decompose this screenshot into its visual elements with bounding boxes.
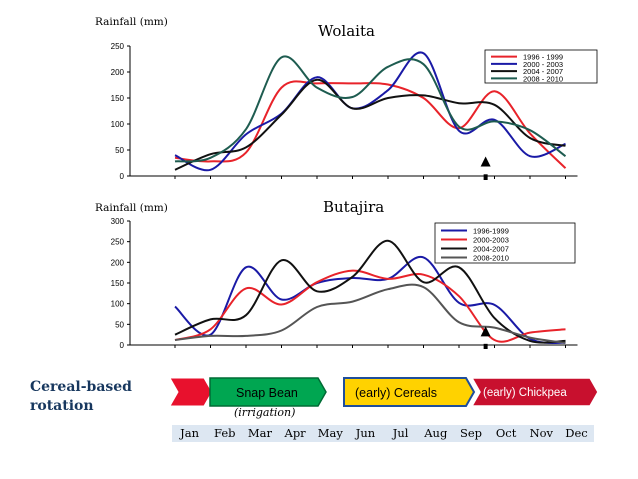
early-cereals-arrow (343, 377, 476, 407)
month-label-feb: Feb (213, 426, 236, 440)
legend-label: 2008-2010 (473, 254, 509, 263)
y-tick-label: 300 (111, 217, 125, 226)
legend-box (484, 49, 598, 84)
month-label-sep: Sep (459, 426, 482, 440)
wolaita-chart: 0 50 100 150 200 250 1996 - 1999 2000 - 2003 200… (95, 38, 600, 181)
y-tick-label: 50 (115, 320, 124, 329)
y-tick-label: 50 (115, 146, 124, 155)
series-line-2004-2007 (174, 239, 566, 344)
y-tick-label: 200 (111, 258, 125, 267)
series-line-2000-2003 (174, 51, 566, 172)
month-label-nov: Nov (529, 426, 554, 440)
month-label-jul: Jul (392, 426, 409, 440)
sowing-marker-head (480, 156, 491, 167)
series-line-1996-1999 (174, 80, 567, 169)
butajira-title: Butajira (323, 198, 385, 216)
lead-arrow (169, 377, 213, 407)
y-tick-label: 250 (111, 238, 125, 247)
series-line-2008-2010 (174, 283, 566, 344)
legend-label: 2008 - 2010 (523, 74, 563, 83)
wolaita-title: Wolaita (318, 22, 375, 40)
butajira-ylabel: Rainfall (mm) (95, 202, 168, 214)
early-cereals-label: (early) Cereals (355, 386, 437, 400)
month-label-aug: Aug (424, 426, 448, 440)
series-line-1996-1999 (174, 256, 566, 344)
rotation-label-line1: Cereal-based (30, 379, 132, 395)
y-tick-label: 0 (120, 172, 125, 180)
butajira-plot: 0 50 100 150 200 250 300 1996-19992000-20032004… (111, 217, 578, 350)
legend-label: 1996 - 1999 (523, 53, 563, 62)
series-line-2000-2003 (174, 269, 566, 343)
sowing-marker-head (480, 326, 491, 337)
series-line-2004-2007 (174, 78, 566, 171)
y-tick-label: 100 (111, 120, 125, 129)
y-tick-label: 250 (111, 42, 125, 51)
irrigation-note: (irrigation) (234, 406, 296, 419)
rotation-label: Cereal-based rotation (30, 378, 132, 416)
y-tick-label: 0 (120, 341, 125, 350)
legend-label: 2004-2007 (473, 245, 509, 254)
month-label-mar: Mar (247, 426, 272, 440)
snap-bean-arrow (209, 377, 327, 407)
y-tick-label: 200 (111, 68, 125, 77)
month-label-apr: Apr (284, 426, 306, 440)
month-label-jan: Jan (180, 426, 200, 440)
early-chickpea-label: (early) Chickpea (483, 387, 567, 399)
y-tick-label: 100 (111, 300, 125, 309)
legend-label: 2000-2003 (473, 236, 509, 245)
legend-label: 1996-1999 (473, 227, 509, 236)
snap-bean-label: Snap Bean (236, 386, 298, 400)
early-chickpea-arrow (470, 377, 599, 407)
wolaita-ylabel: Rainfall (mm) (95, 16, 168, 28)
series-line-2008-2010 (174, 55, 567, 163)
month-label-jun: Jun (355, 426, 376, 440)
y-tick-label: 150 (111, 279, 125, 288)
legend-label: 2004 - 2007 (523, 67, 563, 76)
rotation-label-line2: rotation (30, 398, 94, 414)
month-axis: Jan Feb Mar Apr May Jun Jul Aug Sep Oct Nov Dec (172, 425, 594, 442)
month-label-may: May (317, 426, 343, 440)
month-label-dec: Dec (565, 426, 588, 440)
butajira-chart: 0 50 100 150 200 250 300 1996-1999 2000-2003 2004… (95, 215, 600, 367)
y-tick-label: 150 (111, 94, 125, 103)
month-label-oct: Oct (495, 426, 517, 440)
legend-label: 2000 - 2003 (523, 60, 563, 69)
